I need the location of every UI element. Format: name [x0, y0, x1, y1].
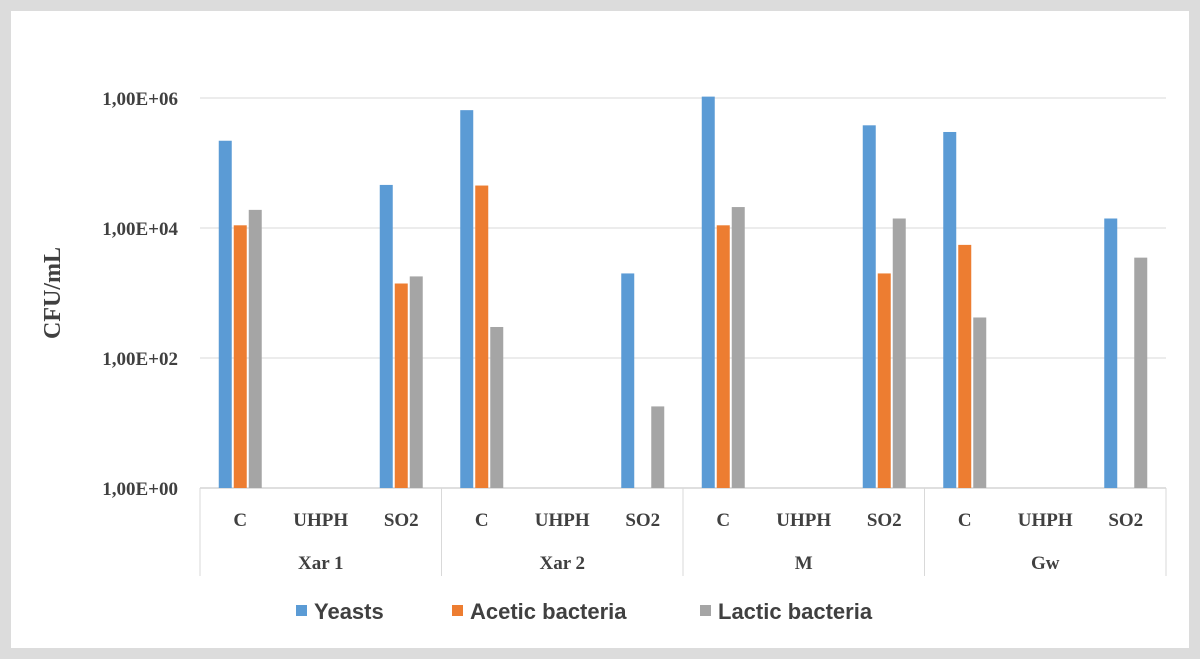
- bar-yeasts: [460, 110, 474, 488]
- bar-acetic-bacteria: [233, 225, 247, 488]
- y-tick-label: 1,00E+02: [102, 349, 178, 370]
- bar-lactic-bacteria: [409, 276, 423, 488]
- legend-label: Yeasts: [314, 599, 384, 624]
- x-category-label: UHPH: [293, 510, 348, 531]
- bar-lactic-bacteria: [1134, 257, 1148, 488]
- y-axis-title: CFU/mL: [40, 247, 66, 339]
- x-group-label: M: [795, 553, 813, 574]
- x-category-label: C: [475, 510, 489, 531]
- x-category-label: C: [233, 510, 247, 531]
- bar-lactic-bacteria: [248, 209, 262, 488]
- x-group-label: Gw: [1031, 553, 1060, 574]
- bar-yeasts: [701, 96, 715, 489]
- x-group-label: Xar 1: [298, 553, 344, 574]
- x-category-label: C: [716, 510, 730, 531]
- bar-acetic-bacteria: [716, 225, 730, 488]
- legend-swatch: [700, 605, 711, 616]
- x-category-label: UHPH: [535, 510, 590, 531]
- x-category-label: C: [958, 510, 972, 531]
- x-category-label: SO2: [867, 510, 902, 531]
- bar-lactic-bacteria: [731, 207, 745, 489]
- x-category-label: SO2: [625, 510, 660, 531]
- x-category-label: SO2: [1108, 510, 1143, 531]
- legend-swatch: [452, 605, 463, 616]
- x-category-label: SO2: [384, 510, 419, 531]
- bar-acetic-bacteria: [394, 283, 408, 488]
- bar-yeasts: [379, 184, 393, 488]
- bar-lactic-bacteria: [651, 406, 665, 488]
- x-group-label: Xar 2: [539, 553, 585, 574]
- y-tick-label: 1,00E+06: [102, 89, 178, 110]
- bar-yeasts: [218, 140, 232, 488]
- bar-yeasts: [943, 131, 957, 488]
- bar-lactic-bacteria: [973, 317, 987, 488]
- bar-acetic-bacteria: [877, 273, 891, 488]
- bar-acetic-bacteria: [475, 185, 489, 488]
- bar-lactic-bacteria: [892, 218, 906, 488]
- legend-label: Acetic bacteria: [470, 599, 627, 624]
- legend-label: Lactic bacteria: [718, 599, 873, 624]
- x-category-label: UHPH: [1018, 510, 1073, 531]
- y-tick-label: 1,00E+04: [102, 219, 178, 240]
- bar-yeasts: [862, 125, 876, 489]
- y-tick-label: 1,00E+00: [102, 479, 178, 500]
- bar-yeasts: [621, 273, 635, 488]
- bar-yeasts: [1104, 218, 1118, 488]
- chart-area: [11, 11, 1189, 648]
- x-category-label: UHPH: [776, 510, 831, 531]
- bar-lactic-bacteria: [490, 326, 504, 488]
- legend-swatch: [296, 605, 307, 616]
- bar-acetic-bacteria: [958, 244, 972, 488]
